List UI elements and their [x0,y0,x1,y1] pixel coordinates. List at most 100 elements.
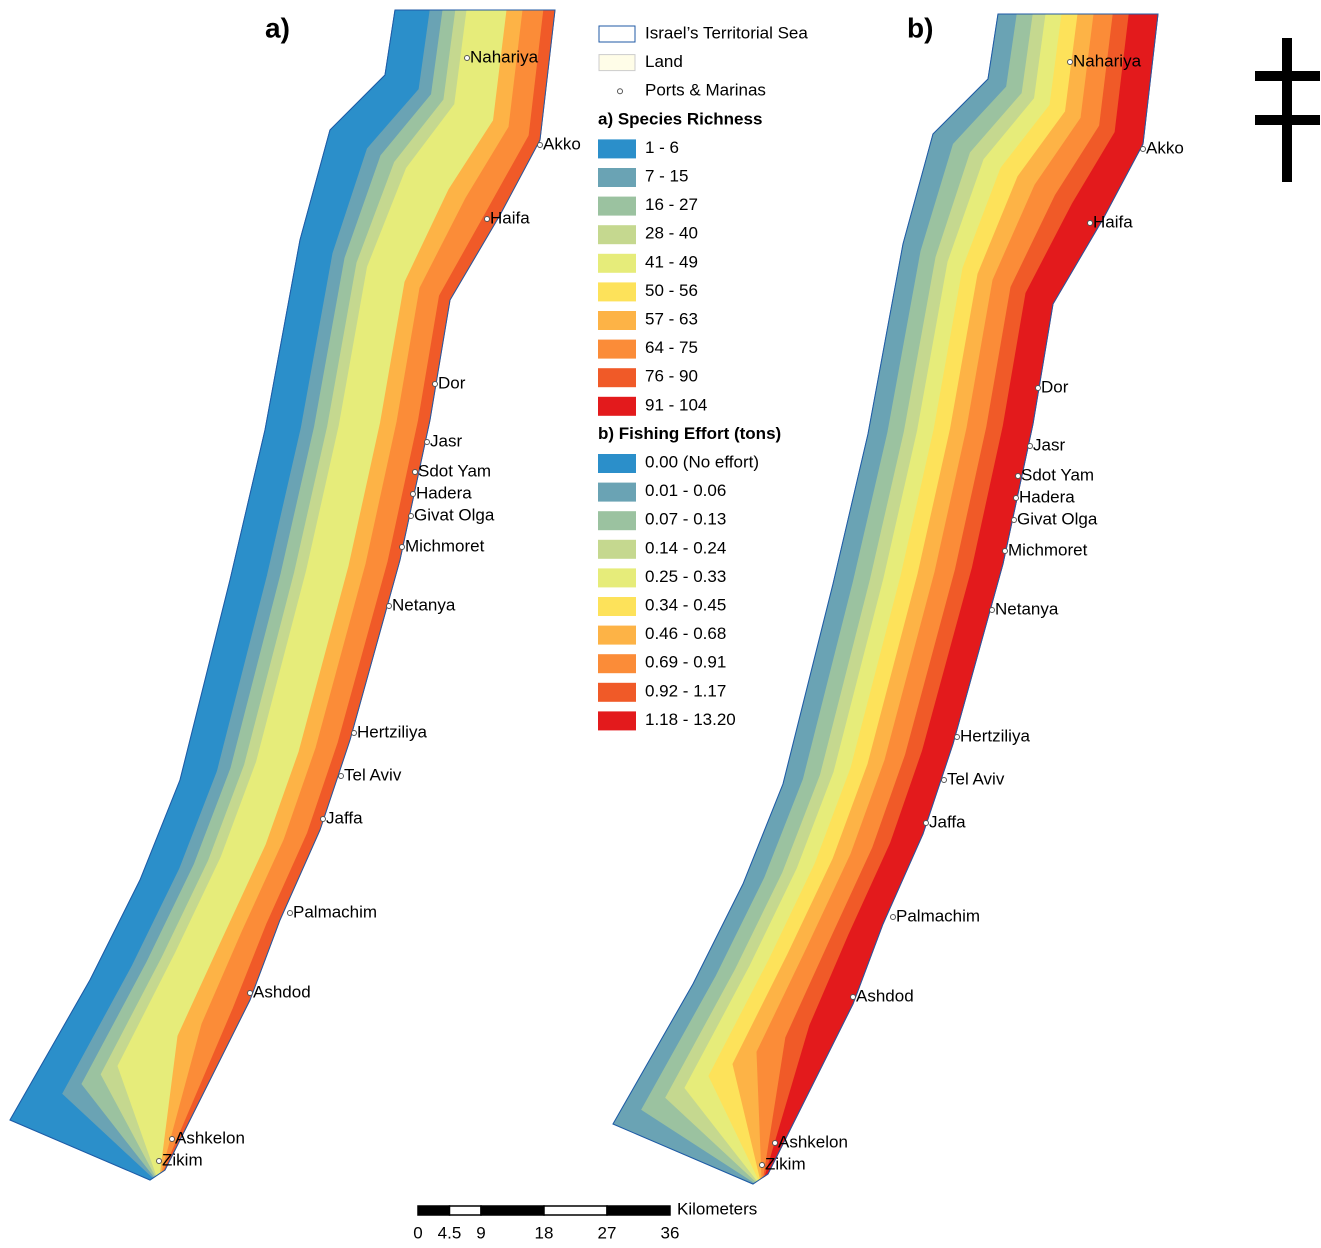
place-label: Ashkelon [175,1128,245,1147]
legend-label: 7 - 15 [645,166,688,185]
legend-swatch [598,368,636,387]
place-label: Zikim [765,1154,806,1173]
scale-segment [450,1206,482,1215]
scale-tick-label: 18 [535,1223,554,1242]
place-label: Palmachim [896,906,980,925]
scale-tick-label: 36 [661,1223,680,1242]
port-marker [170,1137,175,1142]
place-label: Ashdod [253,982,311,1001]
place-label: Jaffa [929,812,966,831]
place-label: Haifa [490,208,530,227]
port-marker [1012,518,1017,523]
legend-label: 57 - 63 [645,309,698,328]
legend-swatch [598,597,636,616]
place-label: Hadera [1019,487,1075,506]
place-label: Ashdod [856,986,914,1005]
place-label: Akko [1146,138,1184,157]
port-marker [955,735,960,740]
legend-swatch [598,340,636,359]
port-marker [339,774,344,779]
legend-swatch [598,139,636,158]
scale-segment [481,1206,544,1215]
place-label: Givat Olga [1017,509,1098,528]
place-label: Palmachim [293,902,377,921]
legend-swatch [599,26,635,42]
legend-swatch [598,454,636,473]
legend-swatch [598,711,636,730]
legend-swatch [598,654,636,673]
port-marker [851,995,856,1000]
legend-label: 1 - 6 [645,138,679,157]
port-marker [352,731,357,736]
port-marker [400,545,405,550]
legend-label: 28 - 40 [645,224,698,243]
port-marker [288,911,293,916]
scale-tick-label: 27 [598,1223,617,1242]
place-label: Zikim [162,1150,203,1169]
legend-label: 0.92 - 1.17 [645,681,726,700]
legend-label: 16 - 27 [645,195,698,214]
port-marker [485,217,490,222]
port-marker [891,915,896,920]
legend-label: 0.00 (No effort) [645,452,759,471]
map-figure: NahariyaAkkoHaifaDorJasrSdot YamHaderaGi… [0,0,1321,1243]
port-marker [1014,496,1019,501]
port-marker [248,991,253,996]
legend-swatch [598,511,636,530]
port-marker [387,604,392,609]
port-marker [990,608,995,613]
scale-tick-label: 4.5 [438,1223,462,1242]
place-label: Akko [543,134,581,153]
scale-segment [418,1206,450,1215]
panel-label: b) [907,12,933,43]
legend-label: 50 - 56 [645,281,698,300]
legend-label: 0.14 - 0.24 [645,538,726,557]
place-label: Netanya [995,599,1059,618]
legend-swatch [618,89,623,94]
port-marker [321,817,326,822]
legend-label: 0.25 - 0.33 [645,567,726,586]
place-label: Dor [1041,377,1069,396]
legend-label: 0.46 - 0.68 [645,624,726,643]
legend-swatch [598,282,636,301]
legend-swatch [598,311,636,330]
panel-label: a) [265,12,290,43]
port-marker [409,514,414,519]
legend-swatch [598,397,636,416]
place-label: Michmoret [1008,540,1088,559]
legend-label: 76 - 90 [645,367,698,386]
place-label: Tel Aviv [344,765,402,784]
place-label: Jasr [1033,435,1065,454]
legend-swatch [598,540,636,559]
scale-tick-label: 0 [413,1223,422,1242]
legend-swatch [598,568,636,587]
legend-swatch [598,225,636,244]
scale-segment [607,1206,670,1215]
port-marker [411,492,416,497]
place-label: Ashkelon [778,1132,848,1151]
port-marker [1141,147,1146,152]
legend-swatch [598,197,636,216]
legend-label: 64 - 75 [645,338,698,357]
map-zone [118,10,507,1176]
place-label: Dor [438,373,466,392]
place-label: Hadera [416,483,472,502]
place-label: Jasr [430,431,462,450]
place-label: Jaffa [326,808,363,827]
port-marker [760,1163,765,1168]
legend-label: 41 - 49 [645,252,698,271]
scale-segment [544,1206,607,1215]
legend-swatch [598,626,636,645]
legend-label: Land [645,52,683,71]
port-marker [413,470,418,475]
place-label: Hertziliya [357,722,427,741]
legend-swatch [598,683,636,702]
legend-label: 91 - 104 [645,395,707,414]
north-arrow [1255,38,1320,182]
legend-swatch [599,55,635,71]
port-marker [1003,549,1008,554]
place-label: Nahariya [1073,51,1142,70]
legend-label: 1.18 - 13.20 [645,710,736,729]
legend-swatch [598,254,636,273]
